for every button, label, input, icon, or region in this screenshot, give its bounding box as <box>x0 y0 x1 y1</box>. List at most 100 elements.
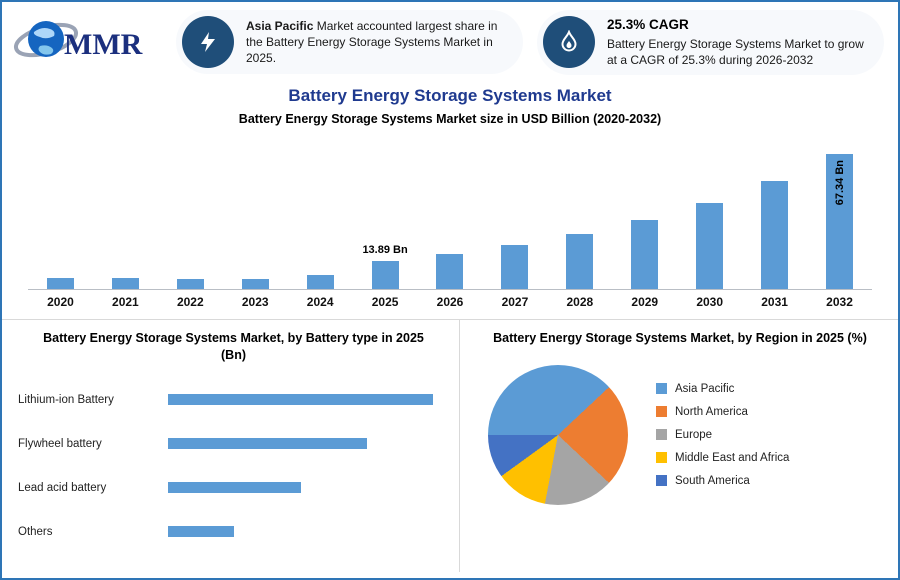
legend-item: Middle East and Africa <box>656 452 789 464</box>
legend-label: North America <box>675 405 748 418</box>
bottom-panels: Battery Energy Storage Systems Market, b… <box>2 320 898 572</box>
region-pie-row: Asia Pacific North America Europe Middle Ea… <box>472 364 888 505</box>
battery-type-panel: Battery Energy Storage Systems Market, b… <box>2 320 460 572</box>
legend-swatch <box>656 383 667 395</box>
x-axis-label-2024: 2024 <box>306 295 334 309</box>
battery-type-bar-track <box>168 394 449 406</box>
battery-type-bar <box>168 394 434 406</box>
page-title: Battery Energy Storage Systems Market <box>288 86 612 105</box>
x-axis-label-2031: 2031 <box>761 295 788 309</box>
battery-type-title: Battery Energy Storage Systems Market, b… <box>18 330 449 364</box>
bar-column-2029 <box>612 220 677 289</box>
bar-column-2020 <box>28 278 93 289</box>
flame-icon <box>543 16 595 69</box>
battery-type-bar <box>168 526 235 538</box>
bar-2026 <box>436 254 464 289</box>
x-axis-label-2032: 2032 <box>826 295 853 309</box>
bar-column-2025: 13.89 Bn <box>353 244 418 289</box>
header: MMR Asia Pacific Market accounted larges… <box>2 2 898 84</box>
bar-2025 <box>371 261 399 289</box>
battery-type-row: Flywheel battery <box>18 422 449 466</box>
callout-share-text: Asia Pacific Market accounted largest sh… <box>246 18 513 67</box>
x-axis-label-2021: 2021 <box>112 295 139 309</box>
bar-chart-x-labels: 2020 2021 2022 2023 2024 2025 2026 2027 2028 2029… <box>28 295 872 309</box>
chart-subtitle: Battery Energy Storage Systems Market si… <box>238 112 662 126</box>
x-axis-label-2022: 2022 <box>176 295 204 309</box>
legend-label: Middle East and Africa <box>675 451 790 464</box>
bar-2030 <box>696 203 724 289</box>
legend-swatch <box>656 406 667 418</box>
battery-type-bar <box>168 482 301 494</box>
legend-swatch <box>656 452 667 464</box>
mmr-logo-graphic: MMR <box>13 21 143 61</box>
horizontal-divider <box>2 319 898 320</box>
legend-item: Europe <box>656 429 789 441</box>
bar-2027 <box>501 245 529 289</box>
x-axis-label-2020: 2020 <box>47 295 74 309</box>
bar-2031 <box>761 181 789 289</box>
battery-type-label: Flywheel battery <box>18 437 102 450</box>
bar-column-2031 <box>742 181 807 289</box>
bar-2023 <box>241 279 269 289</box>
bar-column-2022 <box>158 279 223 289</box>
bar-value-label-2032: 67.34 Bn <box>833 160 846 206</box>
bar-2032: 67.34 Bn <box>826 154 854 289</box>
legend-swatch <box>656 475 667 487</box>
mmr-logo: MMR <box>12 10 162 77</box>
logo-text: MMR <box>64 28 143 61</box>
battery-type-bar-track <box>168 482 449 494</box>
legend-label: South America <box>675 474 750 487</box>
battery-type-title-line1: Battery Energy Storage Systems Market, b… <box>43 331 424 345</box>
battery-type-title-line2: (Bn) <box>221 347 246 362</box>
battery-type-row: Others <box>18 510 449 554</box>
region-panel: Battery Energy Storage Systems Market, b… <box>460 320 898 572</box>
x-axis-label-2029: 2029 <box>631 295 659 309</box>
battery-type-bar-track <box>168 526 449 538</box>
bar-chart-bars: 13.89 Bn 67.34 Bn <box>28 136 872 290</box>
bar-column-2030 <box>677 203 742 289</box>
bar-2029 <box>631 220 659 289</box>
x-axis-label-2027: 2027 <box>501 295 529 309</box>
bar-column-2024 <box>288 275 353 289</box>
lightning-icon <box>182 16 234 68</box>
battery-type-label: Lithium-ion Battery <box>18 393 114 406</box>
x-axis-label-2023: 2023 <box>241 295 269 309</box>
bar-column-2027 <box>482 245 547 289</box>
bar-column-2023 <box>223 279 288 289</box>
bar-column-2032: 67.34 Bn <box>807 154 872 289</box>
callout-share-rest: Market accounted largest share in the Ba… <box>246 18 498 66</box>
callout-share: Asia Pacific Market accounted largest sh… <box>176 10 523 74</box>
x-axis-label-2028: 2028 <box>566 295 594 309</box>
region-pie-chart <box>488 364 628 505</box>
cagr-title: 25.3% CAGR <box>607 17 689 32</box>
callout-share-highlight: Asia Pacific <box>246 18 314 33</box>
battery-type-label: Lead acid battery <box>18 481 107 494</box>
market-size-bar-chart: 13.89 Bn 67.34 Bn 2020 2021 2022 2023 2024 202… <box>2 126 898 309</box>
bar-column-2026 <box>418 254 483 289</box>
legend-swatch <box>656 429 667 441</box>
bar-2024 <box>306 275 334 289</box>
legend-label: Europe <box>675 428 713 441</box>
legend-item: Asia Pacific <box>656 383 789 395</box>
bar-2022 <box>176 279 204 289</box>
legend-label: Asia Pacific <box>675 382 735 395</box>
bar-column-2028 <box>547 234 612 289</box>
x-axis-label-2025: 2025 <box>371 295 399 309</box>
region-title: Battery Energy Storage Systems Market, b… <box>493 331 867 345</box>
x-axis-label-2030: 2030 <box>696 295 724 309</box>
battery-type-bar <box>168 438 367 450</box>
bar-2028 <box>566 234 594 289</box>
battery-type-label: Others <box>18 525 53 538</box>
region-legend: Asia Pacific North America Europe Middle Ea… <box>656 383 789 487</box>
callout-cagr-text: 25.3% CAGR Battery Energy Storage System… <box>607 16 874 69</box>
battery-type-bar-track <box>168 438 449 450</box>
bar-column-2021 <box>93 278 158 289</box>
bar-2020 <box>46 278 74 289</box>
x-axis-label-2026: 2026 <box>436 295 464 309</box>
battery-type-row: Lithium-ion Battery <box>18 378 449 422</box>
callout-cagr: 25.3% CAGR Battery Energy Storage System… <box>537 10 884 75</box>
battery-type-row: Lead acid battery <box>18 466 449 510</box>
legend-item: South America <box>656 475 789 487</box>
battery-type-bars: Lithium-ion Battery Flywheel battery Lead … <box>18 378 449 554</box>
